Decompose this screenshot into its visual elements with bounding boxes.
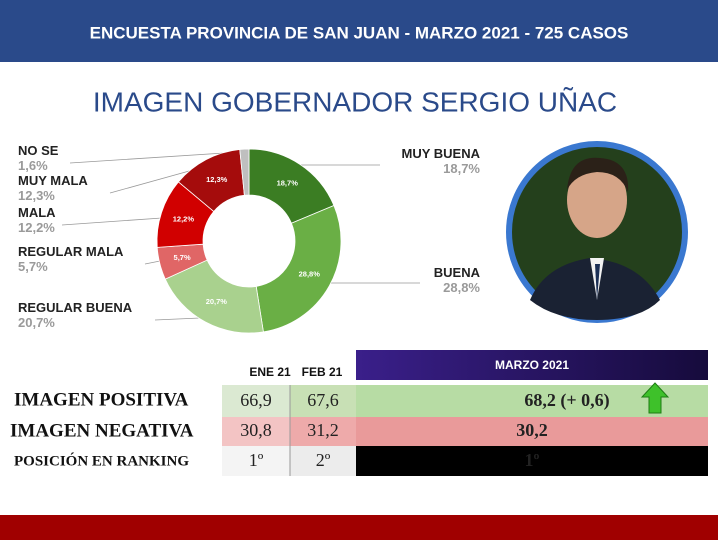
cell — [356, 446, 708, 476]
column-header: ENE 21 — [249, 365, 291, 379]
cell-value: 67,6 — [307, 390, 339, 410]
header-title: ENCUESTA PROVINCIA DE SAN JUAN - MARZO 2… — [90, 23, 629, 42]
cell — [222, 385, 290, 417]
value-label: 5,7% — [18, 259, 48, 274]
slice-label: 18,7% — [277, 179, 299, 188]
chart-title: IMAGEN GOBERNADOR SERGIO UÑAC — [93, 86, 617, 117]
row-label: IMAGEN NEGATIVA — [10, 420, 194, 441]
cell — [290, 446, 356, 476]
value-label: 18,7% — [443, 161, 480, 176]
value-label: 1,6% — [18, 158, 48, 173]
slice-label: 5,7% — [174, 253, 191, 262]
column-header: FEB 21 — [302, 365, 343, 379]
slice-label: 20,7% — [206, 297, 228, 306]
row-label: POSICIÓN EN RANKING — [14, 452, 189, 469]
cell-value: 30,8 — [240, 420, 272, 440]
value-label: 20,7% — [18, 315, 55, 330]
slice-label: 12,3% — [206, 175, 228, 184]
value-label: 28,8% — [443, 280, 480, 295]
value-label: 12,2% — [18, 220, 55, 235]
category-label: REGULAR BUENA — [18, 300, 133, 315]
cell — [222, 417, 290, 446]
slice-label: 28,8% — [299, 270, 321, 279]
category-label: NO SE — [18, 143, 59, 158]
cell-value: 30,2 — [516, 420, 548, 440]
footer-bar — [0, 515, 718, 540]
header-cell — [356, 350, 708, 380]
column-header: MARZO 2021 — [495, 358, 569, 372]
cell-value: 1º — [249, 450, 264, 470]
slice-label: 12,2% — [173, 215, 195, 224]
cell-value: 31,2 — [307, 420, 339, 440]
cell — [222, 446, 290, 476]
header-bar — [0, 0, 718, 62]
category-label: MUY BUENA — [402, 146, 481, 161]
row-label: IMAGEN POSITIVA — [14, 389, 189, 410]
category-label: MUY MALA — [18, 173, 88, 188]
cell-value: 68,2 (+ 0,6) — [524, 390, 609, 411]
leader-lines — [61, 151, 420, 321]
cell-value: 1º — [525, 450, 540, 470]
category-label: MALA — [18, 205, 56, 220]
value-label: 12,3% — [18, 188, 55, 203]
cell — [290, 417, 356, 446]
cell — [290, 385, 356, 417]
up-arrow-icon — [640, 382, 670, 414]
category-label: REGULAR MALA — [18, 244, 124, 259]
cell-value: 2º — [316, 450, 331, 470]
cell — [356, 417, 708, 446]
cell-value: 66,9 — [240, 390, 272, 410]
donut-slice — [255, 205, 342, 333]
category-label: BUENA — [434, 265, 481, 280]
governor-photo — [506, 141, 688, 323]
donut-slice — [239, 148, 250, 196]
